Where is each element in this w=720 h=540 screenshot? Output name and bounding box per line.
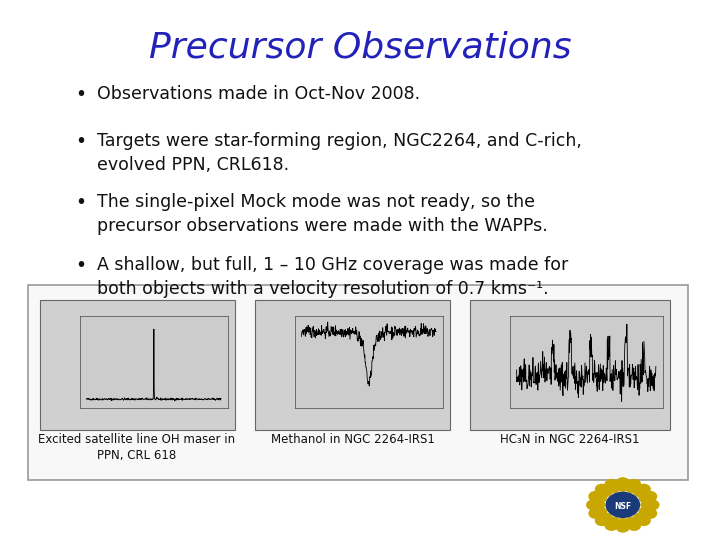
Circle shape bbox=[599, 487, 612, 497]
Text: •: • bbox=[75, 193, 86, 212]
Bar bbox=[40, 300, 235, 430]
Circle shape bbox=[637, 516, 650, 525]
Text: A shallow, but full, 1 – 10 GHz coverage was made for
both objects with a veloci: A shallow, but full, 1 – 10 GHz coverage… bbox=[97, 256, 568, 298]
Circle shape bbox=[637, 484, 650, 494]
Circle shape bbox=[634, 487, 647, 497]
Bar bbox=[470, 300, 670, 430]
Circle shape bbox=[628, 521, 641, 530]
Circle shape bbox=[639, 507, 652, 517]
Text: Observations made in Oct-Nov 2008.: Observations made in Oct-Nov 2008. bbox=[97, 85, 420, 103]
Text: Precursor Observations: Precursor Observations bbox=[149, 30, 571, 64]
Circle shape bbox=[641, 500, 654, 510]
Text: NSF: NSF bbox=[614, 502, 631, 511]
Text: Methanol in NGC 2264-IRS1: Methanol in NGC 2264-IRS1 bbox=[271, 433, 435, 446]
Circle shape bbox=[607, 483, 620, 492]
Bar bbox=[255, 300, 450, 430]
Text: •: • bbox=[75, 85, 86, 104]
Circle shape bbox=[626, 483, 639, 492]
Circle shape bbox=[595, 484, 608, 494]
Circle shape bbox=[616, 478, 629, 488]
Text: •: • bbox=[75, 132, 86, 151]
Circle shape bbox=[616, 518, 629, 528]
Text: HC₃N in NGC 2264-IRS1: HC₃N in NGC 2264-IRS1 bbox=[500, 433, 640, 446]
Text: The single-pixel Mock mode was not ready, so the
precursor observations were mad: The single-pixel Mock mode was not ready… bbox=[97, 193, 548, 235]
Circle shape bbox=[644, 491, 657, 501]
Circle shape bbox=[606, 492, 639, 517]
Circle shape bbox=[594, 507, 606, 517]
Circle shape bbox=[592, 500, 605, 510]
Circle shape bbox=[616, 522, 629, 532]
Bar bbox=[28, 285, 688, 480]
Circle shape bbox=[626, 517, 639, 526]
Circle shape bbox=[595, 516, 608, 525]
Circle shape bbox=[594, 493, 606, 503]
Circle shape bbox=[634, 513, 647, 523]
Circle shape bbox=[628, 480, 641, 489]
Text: Targets were star-forming region, NGC2264, and C-rich,
evolved PPN, CRL618.: Targets were star-forming region, NGC226… bbox=[97, 132, 582, 174]
Circle shape bbox=[599, 513, 612, 523]
Circle shape bbox=[616, 482, 629, 491]
Circle shape bbox=[644, 509, 657, 518]
Text: •: • bbox=[75, 256, 86, 275]
Circle shape bbox=[646, 500, 659, 510]
Circle shape bbox=[605, 521, 618, 530]
Circle shape bbox=[589, 509, 602, 518]
Circle shape bbox=[639, 493, 652, 503]
Circle shape bbox=[605, 480, 618, 489]
Circle shape bbox=[587, 500, 600, 510]
Circle shape bbox=[607, 517, 620, 526]
Circle shape bbox=[589, 491, 602, 501]
Text: Excited satellite line OH maser in
PPN, CRL 618: Excited satellite line OH maser in PPN, … bbox=[38, 433, 235, 462]
